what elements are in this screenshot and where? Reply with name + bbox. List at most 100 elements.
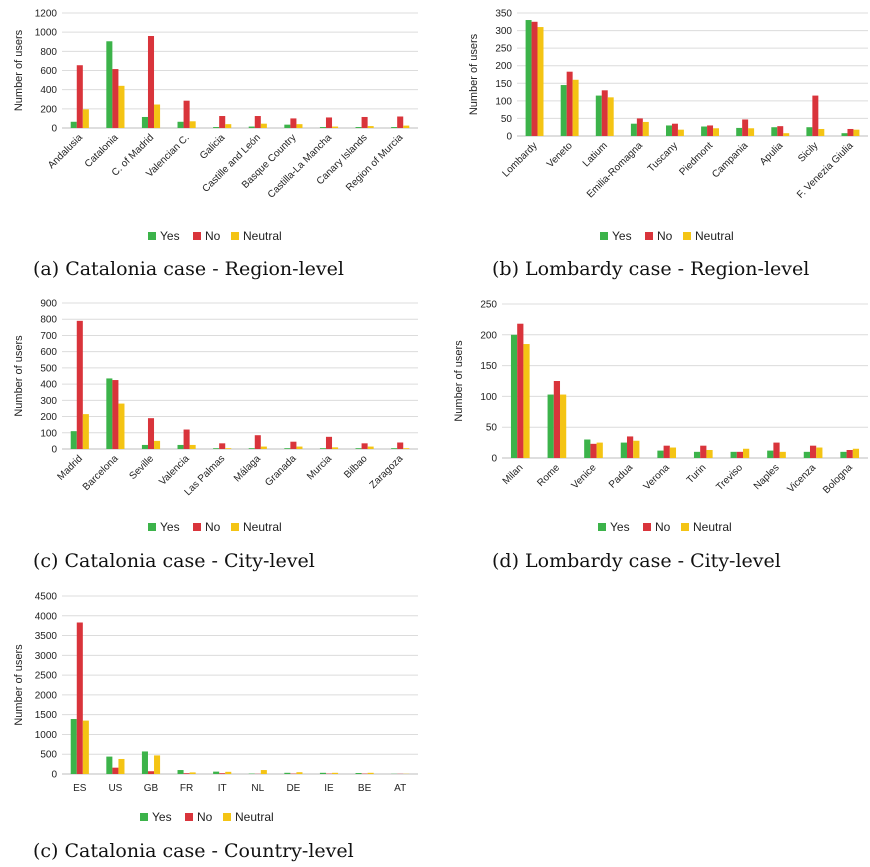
bar-neutral-de — [296, 772, 303, 774]
bar-no-verona — [663, 445, 670, 458]
legend-label-neutral: Neutral — [695, 229, 734, 243]
bar-no-veneto — [566, 71, 573, 136]
bar-no-emilia-romagna — [636, 118, 643, 136]
legend-swatch-neutral — [231, 232, 239, 240]
bar-yes-bologna — [840, 451, 847, 458]
bar-neutral-us — [118, 758, 125, 774]
bar-no-latium — [601, 90, 608, 136]
bar-neutral-campania — [748, 128, 755, 136]
x-tick-label: IE — [324, 783, 334, 794]
y-tick-label: 200 — [480, 330, 497, 341]
bar-yes-granada — [284, 448, 291, 449]
bar-neutral-be — [367, 772, 374, 774]
y-tick-label: 500 — [40, 750, 57, 761]
y-tick-label: 300 — [495, 26, 512, 37]
legend-swatch-yes — [598, 523, 606, 531]
bar-yes-it — [213, 771, 220, 774]
x-tick-label: Venice — [570, 462, 599, 491]
bar-no-galicia — [219, 116, 226, 128]
bar-no-padua — [626, 436, 634, 458]
bar-yes-andalusia — [70, 121, 77, 128]
bar-yes-apulia — [771, 127, 778, 136]
x-tick-label: Milan — [501, 462, 526, 487]
x-tick-label: Valencia — [157, 453, 192, 488]
bar-neutral-emilia-romagna — [642, 121, 649, 136]
bar-neutral-granada — [296, 446, 303, 449]
bar-yes-latium — [595, 95, 602, 136]
legend-swatch-neutral — [223, 813, 231, 821]
caption-b: (b) Lombardy case - Region-level — [492, 258, 810, 280]
x-tick-label: Bologna — [821, 462, 855, 496]
y-tick-label: 0 — [491, 454, 497, 465]
legend-swatch-no — [185, 813, 193, 821]
y-tick-label: 350 — [495, 9, 512, 20]
bar-yes-bilbao — [355, 448, 362, 449]
bar-neutral-verona — [669, 447, 677, 458]
bar-neutral-vicenza — [816, 447, 823, 458]
caption-c-city: (c) Catalonia case - City-level — [33, 550, 315, 572]
legend-label-yes: Yes — [152, 810, 172, 824]
legend-label-no: No — [205, 520, 221, 534]
bar-yes-vicenza — [803, 451, 810, 458]
x-tick-label: Murcia — [305, 453, 334, 482]
bar-neutral-bilbao — [367, 446, 374, 449]
y-axis-label: Number of users — [13, 29, 25, 111]
y-tick-label: 150 — [495, 79, 512, 90]
bar-yes-campania — [736, 127, 743, 136]
y-tick-label: 600 — [40, 66, 57, 77]
caption-a: (a) Catalonia case - Region-level — [33, 258, 344, 280]
y-tick-label: 2000 — [35, 690, 58, 701]
x-tick-label: Sicily — [796, 140, 820, 164]
legend-swatch-no — [643, 523, 651, 531]
chart-svg: 0 50 100 150 200 250 300 350 Number of users Lomb… — [468, 9, 868, 243]
y-tick-label: 500 — [40, 363, 57, 374]
bar-no-valencia — [183, 429, 190, 449]
bar-neutral-rome — [560, 394, 567, 458]
y-tick-label: 800 — [40, 47, 57, 58]
bar-neutral-malaga — [260, 446, 267, 449]
legend-label-no: No — [205, 229, 221, 243]
bar-no-naples — [773, 442, 780, 458]
bar-neutral-canary-islands — [367, 126, 374, 128]
bar-yes-milan — [510, 334, 518, 458]
bar-neutral-lombardy — [537, 27, 544, 136]
x-tick-label: GB — [144, 783, 159, 794]
bar-yes-gb — [141, 751, 148, 774]
chart-svg: 0 100 200 300 400 500 600 700 800 900 Number of us… — [13, 299, 418, 534]
bar-yes-be — [355, 773, 362, 774]
bar-yes-de — [284, 772, 291, 774]
chart-region-lombardy: 0 50 100 150 200 250 300 350 Number of users Lomb… — [440, 0, 870, 255]
x-tick-label: Treviso — [714, 462, 745, 493]
y-tick-label: 700 — [40, 331, 57, 342]
bar-no-murcia — [325, 436, 333, 449]
y-tick-label: 400 — [40, 380, 57, 391]
x-tick-label: BE — [358, 783, 372, 794]
y-tick-label: 3500 — [35, 631, 58, 642]
y-tick-label: 1000 — [35, 28, 58, 39]
legend-label-neutral: Neutral — [693, 520, 732, 534]
legend-swatch-neutral — [681, 523, 689, 531]
bar-yes-region-of-murcia — [391, 127, 398, 128]
bar-yes-turin — [693, 451, 701, 458]
bar-no-treviso — [736, 451, 744, 458]
y-tick-label: 100 — [40, 428, 57, 439]
bar-yes-las-palmas — [213, 448, 220, 449]
bar-neutral-basque-country — [296, 124, 303, 128]
x-tick-label: Barcelona — [81, 453, 121, 493]
bar-yes-valencia — [177, 444, 184, 449]
legend-label-neutral: Neutral — [243, 520, 282, 534]
legend-label-yes: Yes — [160, 520, 180, 534]
bar-no-gb — [147, 771, 155, 774]
bar-no-sicily — [812, 95, 819, 136]
x-tick-label: Seville — [128, 453, 157, 482]
legend-label-neutral: Neutral — [243, 229, 282, 243]
bar-neutral-turin — [706, 449, 713, 458]
bar-neutral-es — [82, 720, 89, 774]
legend-label-yes: Yes — [160, 229, 180, 243]
bar-neutral-barcelona — [118, 403, 125, 449]
bar-no-rome — [553, 381, 561, 458]
legend-swatch-neutral — [231, 523, 239, 531]
bar-yes-venice — [584, 439, 591, 458]
y-axis-label: Number of users — [13, 335, 25, 417]
bar-yes-zaragoza — [391, 448, 398, 449]
